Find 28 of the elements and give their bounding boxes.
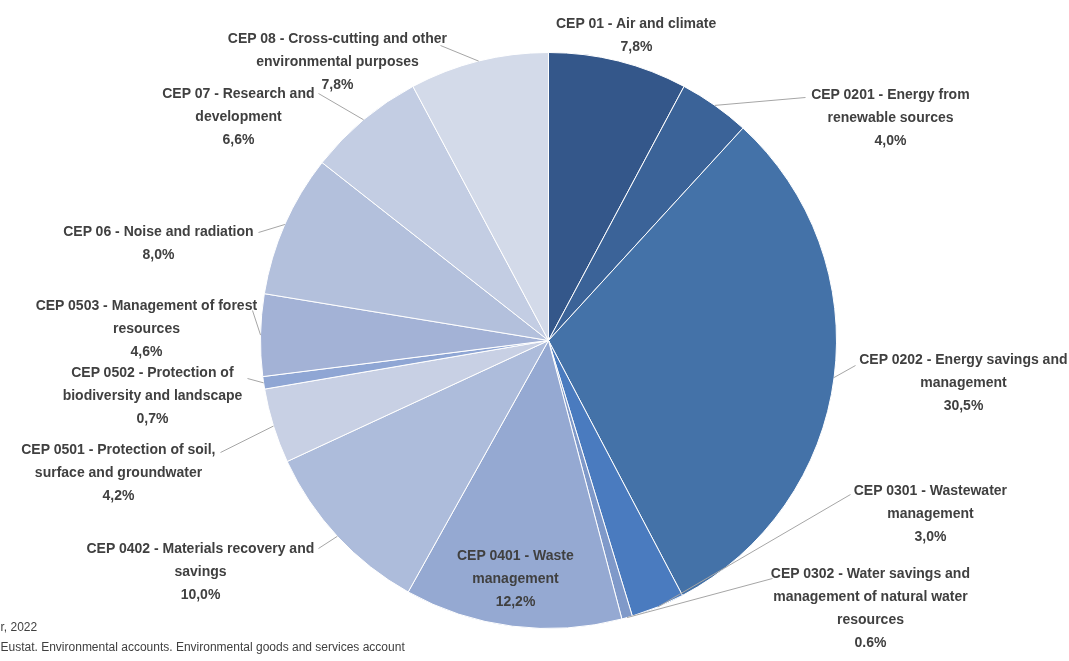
text: Eustat. Environmental accounts. Environmental goods and services account [0,639,406,654]
data-label: 7,8% [620,37,654,54]
data-label: 0,7% [136,409,170,426]
slice-label: CEP 06 - Noise and radiation [63,222,254,239]
slice-label: CEP 0402 - Materials recovery and savings [86,539,315,579]
slice-label: CEP 0301 - Wastewater management [853,481,1008,521]
data-label: 4,6% [130,342,164,359]
data-label: 10,0% [180,585,221,602]
data-label: 8,0% [142,245,176,262]
data-label: 4,0% [874,131,908,148]
slice-label: CEP 01 - Air and climate [555,14,717,31]
text: r, 2022 [0,619,38,634]
slice-label: CEP 0502 - Protection of biodiversity and landscape [62,363,243,403]
slice-label: CEP 0201 - Energy from renewable sources [811,85,970,125]
data-label: 3,0% [914,527,948,544]
data-label: 4,2% [102,486,136,503]
data-label: 0.6% [854,634,888,651]
slice-label: CEP 0503 - Management of forest resources [35,296,258,336]
slice-label: CEP 0401 - Waste management [457,546,574,586]
slice-label: CEP 0501 - Protection of soil, surface and groundwater [21,440,216,480]
slice-label: CEP 0202 - Energy savings and management [859,350,1068,390]
slice-label: CEP 0302 - Water savings and management of natural water resources [770,564,970,627]
data-label: 12,2% [495,592,536,609]
slice-label: CEP 07 - Research and development [162,84,315,124]
slice-label: CEP 08 - Cross-cutting and other environmental purposes [227,29,448,69]
data-label: 30,5% [943,396,984,413]
data-label: 7,8% [321,75,355,92]
data-label: 6,6% [222,130,256,147]
